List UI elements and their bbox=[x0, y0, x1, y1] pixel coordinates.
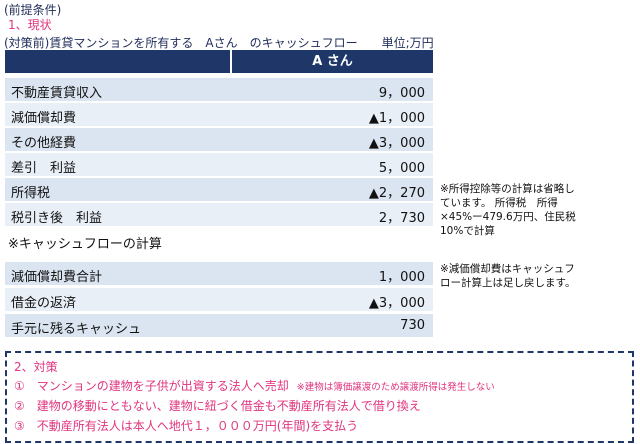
measure-item: ③ 不動産所有法人は本人へ地代１，０００万円(年間)を支払う bbox=[14, 417, 358, 434]
table-row: 差引 利益 5，000 bbox=[5, 153, 433, 176]
note: ※所得控除等の計算は省略し ています。 所得税 所得 ×45%ー479.6万円、住民… bbox=[440, 182, 576, 238]
row-value: 1，000 bbox=[378, 270, 425, 285]
column-header: A さん bbox=[232, 50, 433, 73]
note-line: ※所得控除等の計算は省略し bbox=[440, 183, 575, 195]
note-line: 10%で計算 bbox=[440, 225, 495, 237]
measure-text: ③ 不動産所有法人は本人へ地代１，０００万円(年間)を支払う bbox=[14, 419, 359, 433]
measures-box bbox=[5, 351, 634, 443]
measure-text: ① マンションの建物を子供が出資する法人へ売却 bbox=[14, 379, 289, 393]
table-row: 所得税 ▲2，270 bbox=[5, 178, 433, 201]
note-line: ています。 所得税 所得 bbox=[440, 197, 558, 209]
table-row: 減価償却費 ▲1，000 bbox=[5, 103, 433, 126]
measure-item: ② 建物の移動にともない、建物に紐づく借金も不動産所有法人で借り換え bbox=[14, 397, 421, 414]
section-title: 1、現状 bbox=[8, 18, 52, 32]
measure-note: ※建物は簿価譲渡のため譲渡所得は発生しない bbox=[296, 382, 495, 393]
row-value: 730 bbox=[400, 318, 425, 333]
caption: (対策前)賃貸マンションを所有する Aさん のキャッシュフロー 単位;万円 bbox=[4, 36, 434, 50]
measure-item: ① マンションの建物を子供が出資する法人へ売却 ※建物は簿価譲渡のため譲渡所得は発… bbox=[14, 377, 495, 394]
header-cell bbox=[5, 50, 230, 73]
row-label: 減価償却費合計 bbox=[11, 270, 103, 285]
table-row: 不動産賃貸収入 9，000 bbox=[5, 78, 433, 101]
row-label: 減価償却費 bbox=[11, 111, 77, 126]
table-row: 減価償却費合計 1，000 bbox=[5, 262, 433, 285]
row-value: ▲3，000 bbox=[368, 136, 425, 151]
row-label: 手元に残るキャッシュ bbox=[11, 322, 142, 337]
measures-title: 2、対策 bbox=[14, 360, 58, 374]
table-row: 借金の返済 ▲3，000 bbox=[5, 288, 433, 311]
table-row: 税引き後 利益 2，730 bbox=[5, 203, 433, 226]
row-value: 5，000 bbox=[378, 161, 425, 176]
note: ※減価償却費はキャッシュフ ロー計算上は足し戻します。 bbox=[440, 262, 575, 290]
measure-text: ② 建物の移動にともない、建物に紐づく借金も不動産所有法人で借り換え bbox=[14, 399, 421, 413]
row-value: 2，730 bbox=[378, 211, 425, 226]
row-value: 9，000 bbox=[378, 86, 425, 101]
row-value: ▲2，270 bbox=[368, 186, 425, 201]
note-line: ×45%ー479.6万円、住民税 bbox=[440, 211, 576, 223]
note-line: ※減価償却費はキャッシュフ bbox=[440, 263, 575, 275]
row-value: ▲1，000 bbox=[368, 111, 425, 126]
row-label: 税引き後 利益 bbox=[11, 211, 103, 226]
note-line: ロー計算上は足し戻します。 bbox=[440, 277, 576, 289]
table-row: 手元に残るキャッシュ 730 bbox=[5, 314, 433, 337]
row-label: 借金の返済 bbox=[11, 296, 77, 311]
table-row: その他経費 ▲3，000 bbox=[5, 128, 433, 151]
row-label: 差引 利益 bbox=[11, 161, 77, 176]
subheading: ※キャッシュフローの計算 bbox=[8, 237, 162, 252]
row-label: その他経費 bbox=[11, 136, 77, 151]
row-label: 所得税 bbox=[11, 186, 51, 201]
row-label: 不動産賃貸収入 bbox=[11, 86, 103, 101]
premise: (前提条件) bbox=[4, 3, 62, 17]
row-value: ▲3，000 bbox=[368, 296, 425, 311]
